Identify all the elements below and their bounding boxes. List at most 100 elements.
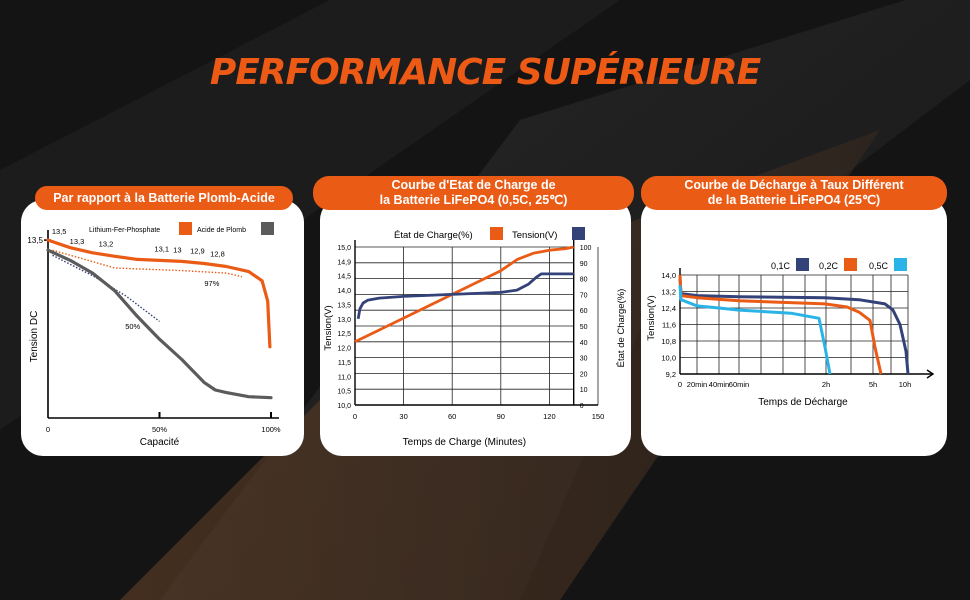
page-title: PERFORMANCE SUPÉRIEURE [209, 52, 761, 93]
y-axis-label: Tension(V) [323, 305, 334, 350]
series-line [46, 248, 273, 400]
legend-swatch [796, 258, 809, 271]
y-tick-label: 10,5 [337, 389, 351, 396]
chart-discharge-curve: 9,2 10,0 10,8 11,6 12,4 13,2 14,0 0 20min 40min 60… [646, 258, 935, 408]
y-tick-label: 13,0 [337, 317, 351, 324]
series-line [678, 274, 883, 375]
y-tick-label: 14,0 [661, 271, 676, 280]
x-tick-label: 5h [869, 380, 877, 389]
dotted-reference-line [52, 254, 160, 322]
data-label: 97% [204, 279, 219, 288]
x-tick-label: 60 [448, 412, 456, 421]
y-tick-label: 14,0 [337, 288, 351, 295]
legend-swatch [844, 258, 857, 271]
data-label: 13,3 [70, 237, 85, 246]
series-line [356, 272, 574, 320]
y-tick-label: 15,0 [337, 245, 351, 252]
chart-charge-curve: 10,0 10,5 11,0 11,5 12,0 12,5 13,0 13,5 14,0 14,5… [323, 227, 627, 448]
y2-tick-label: 40 [580, 340, 588, 347]
legend-swatch-lithium [179, 222, 192, 235]
x-tick-label: 150 [592, 412, 605, 421]
legend-label: 0,1C [771, 261, 791, 271]
x-tick-label: 0 [678, 380, 682, 389]
y2-tick-label: 60 [580, 308, 588, 315]
y2-tick-label: 80 [580, 277, 588, 284]
y-tick-label: 13,5 [337, 302, 351, 309]
y-tick-label: 10,8 [661, 337, 676, 346]
panel-lead-acid-comparison [21, 200, 304, 456]
x-tick-label: 10h [899, 380, 912, 389]
x-tick-label: 30 [399, 412, 407, 421]
x-tick-label: 60min [729, 380, 749, 389]
x-tick-label: 50% [152, 425, 167, 434]
data-label: 13,1 [154, 244, 169, 253]
y-axis-label: Tension(V) [646, 295, 657, 340]
x-tick-label: 0 [46, 425, 50, 434]
data-label: 50% [125, 322, 140, 331]
y-tick-label: 12,0 [337, 346, 351, 353]
x-tick-label: 100% [261, 425, 281, 434]
series-line [678, 278, 910, 375]
legend-label: 0,5C [869, 261, 889, 271]
x-tick-label: 0 [353, 412, 357, 421]
y2-tick-label: 50 [580, 324, 588, 331]
y2-tick-label: 100 [580, 245, 592, 252]
y2-tick-label: 90 [580, 261, 588, 268]
panel-title-line: de la Batterie LiFePO4 (25℃) [707, 193, 881, 207]
x-tick-label: 90 [497, 412, 505, 421]
x-axis-arrow [926, 369, 935, 379]
panel-title-comparison: Par rapport à la Batterie Plomb-Acide [35, 186, 293, 210]
panel-title-line: Courbe d'Etat de Charge de [391, 178, 556, 192]
x-tick-label: 2h [822, 380, 830, 389]
x-tick-label: 40min [709, 380, 729, 389]
y2-tick-label: 30 [580, 356, 588, 363]
panel-discharge-curve [641, 198, 947, 456]
y-tick-label: 13,2 [661, 288, 676, 297]
panel-title-line: la Batterie LiFePO4 (0,5C, 25℃) [379, 193, 568, 207]
y-tick-label: 12,5 [337, 331, 351, 338]
data-label: 13,2 [99, 240, 114, 249]
legend-label: Acide de Plomb [197, 227, 246, 234]
legend-label: 0,2C [819, 261, 839, 271]
series-line [678, 285, 832, 375]
y-tick-label: 11,5 [338, 360, 351, 367]
y2-tick-label: 20 [580, 371, 588, 378]
y-tick-label: 10,0 [661, 354, 676, 363]
legend-label: Tension(V) [512, 230, 557, 241]
x-tick-label: 120 [543, 412, 556, 421]
y2-axis-label: État de Charge(%) [616, 289, 627, 368]
legend-label: État de Charge(%) [394, 230, 473, 241]
legend-label: Lithium-Fer-Phosphate [89, 227, 160, 234]
data-label: 12,8 [210, 249, 225, 258]
data-label: 13 [173, 245, 181, 254]
dotted-reference-line [52, 249, 243, 278]
y2-tick-label: 0 [580, 403, 584, 410]
y-tick-label: 14,9 [337, 259, 351, 266]
series-line [354, 245, 574, 344]
legend-swatch-soc [490, 227, 503, 240]
y-tick-label: 11,6 [662, 321, 676, 330]
y-axis-label: Tension DC [29, 311, 40, 363]
y-tick-label: 9,2 [666, 370, 676, 379]
y2-tick-label: 10 [580, 387, 588, 394]
legend-swatch-voltage [572, 227, 585, 240]
x-axis-label: Capacité [140, 437, 180, 448]
panel-title-charge: Courbe d'Etat de Charge de la Batterie L… [313, 176, 634, 210]
panel-title-line: Par rapport à la Batterie Plomb-Acide [53, 190, 275, 205]
legend-swatch-lead-acid [261, 222, 274, 235]
x-axis-label: Temps de Décharge [758, 397, 848, 408]
y2-tick-label: 70 [580, 292, 588, 299]
y-tick-label: 12,4 [661, 304, 676, 313]
y-tick-label: 10,0 [337, 403, 351, 410]
y-tick-label: 13,5 [27, 236, 43, 245]
legend-swatch [894, 258, 907, 271]
panel-title-line: Courbe de Décharge à Taux Différent [684, 178, 904, 192]
x-axis-label: Temps de Charge (Minutes) [403, 437, 526, 448]
series-line [46, 238, 272, 349]
data-label: 13,5 [52, 227, 67, 236]
data-label: 12,9 [190, 246, 205, 255]
y-tick-label: 14,5 [337, 274, 351, 281]
y-tick-label: 11,0 [338, 374, 351, 381]
x-tick-label: 20min [687, 380, 707, 389]
chart-lead-acid-comparison: 13,5 0 50% 100% Capacité Tension DC Lithium-Fe… [27, 222, 281, 448]
